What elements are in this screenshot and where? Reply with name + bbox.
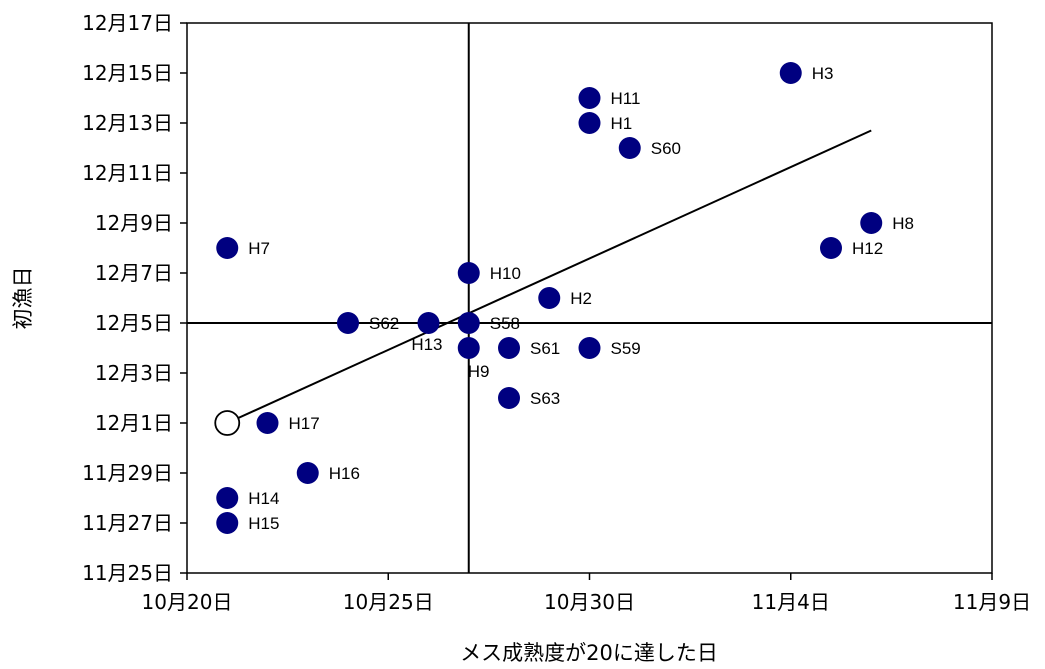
y-tick-label: 12月1日 [95, 411, 173, 435]
y-tick-label: 12月17日 [82, 11, 173, 35]
data-point [296, 462, 319, 484]
point-label: H3 [812, 64, 834, 83]
x-axis-title: メス成熟度が20に達した日 [460, 641, 718, 665]
x-tick-label: 10月30日 [544, 590, 635, 614]
data-point [578, 337, 601, 359]
data-point [578, 87, 601, 109]
y-tick-label: 11月27日 [82, 511, 173, 535]
data-point [417, 312, 440, 334]
data-point [457, 262, 480, 284]
y-tick-label: 12月13日 [82, 111, 173, 135]
trendline [226, 129, 872, 424]
data-point [216, 237, 239, 259]
x-tick-label: 10月25日 [343, 590, 434, 614]
point-label: S59 [611, 339, 641, 358]
y-tick-label: 12月9日 [95, 211, 173, 235]
data-point [538, 287, 561, 309]
x-axis: 10月20日 10月25日 10月30日 11月4日 11月9日 [142, 573, 1031, 614]
y-tick-label: 12月7日 [95, 261, 173, 285]
x-tick-label: 11月9日 [953, 590, 1031, 614]
data-point [256, 412, 279, 434]
data-point [216, 512, 239, 534]
data-point [498, 387, 520, 409]
data-point [498, 337, 520, 359]
trendline-group [214, 129, 872, 436]
point-label: H13 [411, 335, 442, 354]
y-axis: 11月25日 11月27日 11月29日 12月1日 12月3日 12月5日 12月7日 12… [82, 11, 187, 585]
point-label: S61 [530, 339, 560, 358]
data-point [860, 212, 883, 234]
point-label: H12 [852, 239, 883, 258]
point-label: H2 [570, 289, 592, 308]
y-tick-label: 11月29日 [82, 461, 173, 485]
point-label: S62 [369, 314, 399, 333]
point-label: H14 [248, 489, 279, 508]
y-tick-label: 12月11日 [82, 161, 173, 185]
point-label: S63 [530, 389, 560, 408]
x-tick-label: 10月20日 [142, 590, 233, 614]
y-tick-label: 12月15日 [82, 61, 173, 85]
data-point [820, 237, 842, 259]
point-label: S60 [651, 139, 681, 158]
y-tick-label: 12月3日 [95, 361, 173, 385]
data-point [618, 137, 641, 159]
data-point [337, 312, 359, 334]
point-label: H17 [289, 414, 320, 433]
point-label: H11 [611, 89, 641, 108]
data-points: H3 H11 H1 S60 H8 H12 H7 H10 H2 S62 H13 S58 H9 S61 S59 S… [216, 62, 914, 534]
point-label: S58 [490, 314, 520, 333]
point-label: H16 [329, 464, 360, 483]
point-label: H7 [248, 239, 270, 258]
point-label: H8 [892, 214, 914, 233]
point-label: H15 [248, 514, 279, 533]
y-tick-label: 12月5日 [95, 311, 173, 335]
y-axis-title: 初漁日 [11, 267, 35, 330]
x-tick-label: 11月4日 [752, 590, 830, 614]
data-point [779, 62, 802, 84]
data-point [457, 337, 480, 359]
y-tick-label: 11月25日 [82, 561, 173, 585]
point-label: H10 [490, 264, 521, 283]
data-point [578, 112, 601, 134]
point-label: H1 [611, 114, 633, 133]
open-data-point [214, 410, 241, 436]
data-point [216, 487, 239, 509]
point-label: H9 [468, 362, 490, 381]
reference-lines [187, 23, 992, 573]
data-point [457, 312, 480, 334]
